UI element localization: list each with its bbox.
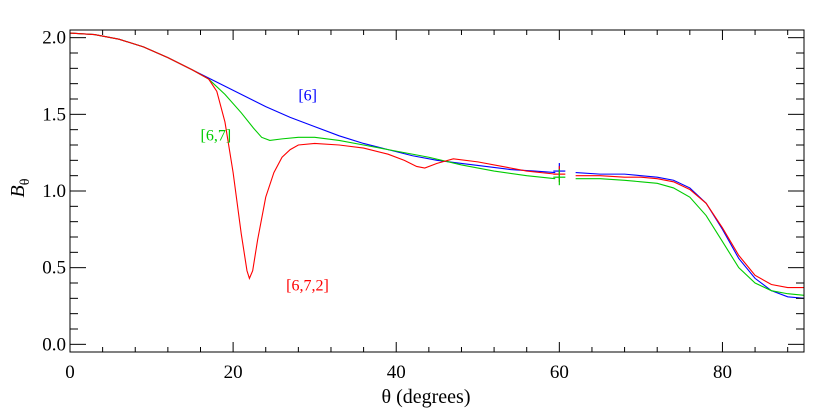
plot-frame <box>69 29 805 353</box>
tick-layer <box>69 30 804 352</box>
y-tick-label: 0.0 <box>42 334 66 355</box>
y-tick-label: 0.5 <box>42 258 66 279</box>
y-axis-title-main: B <box>7 185 29 197</box>
x-tick-label: 40 <box>387 362 406 383</box>
y-tick-label: 1.5 <box>42 104 66 125</box>
series-line-2 <box>575 178 805 296</box>
x-tick-label: 0 <box>65 362 75 383</box>
series-layer <box>69 32 805 299</box>
y-axis-title-subscript: θ <box>18 178 33 185</box>
x-tick-label: 60 <box>550 362 569 383</box>
series-label-3: [6,7,2] <box>286 278 329 295</box>
series-line-1 <box>575 172 805 299</box>
y-axis-title: Bθ <box>7 178 33 197</box>
x-tick-label: 20 <box>224 362 243 383</box>
tick-label-layer: 0 20 40 60 80 0.0 0.5 1.0 1.5 2.0 <box>42 28 732 383</box>
y-tick-label: 2.0 <box>42 28 66 49</box>
series-line-3 <box>575 175 804 289</box>
series-line-2 <box>69 32 556 180</box>
series-label-1: [6] <box>298 88 317 105</box>
x-tick-label: 80 <box>713 362 732 383</box>
x-axis-title: θ (degrees) <box>382 386 471 408</box>
series-line-3 <box>69 32 556 280</box>
series-label-2: [6,7] <box>200 127 231 144</box>
y-tick-label: 1.0 <box>42 181 66 202</box>
series-label-layer: [6] [6,7] [6,7,2] <box>200 88 328 295</box>
marker-layer <box>553 163 566 186</box>
